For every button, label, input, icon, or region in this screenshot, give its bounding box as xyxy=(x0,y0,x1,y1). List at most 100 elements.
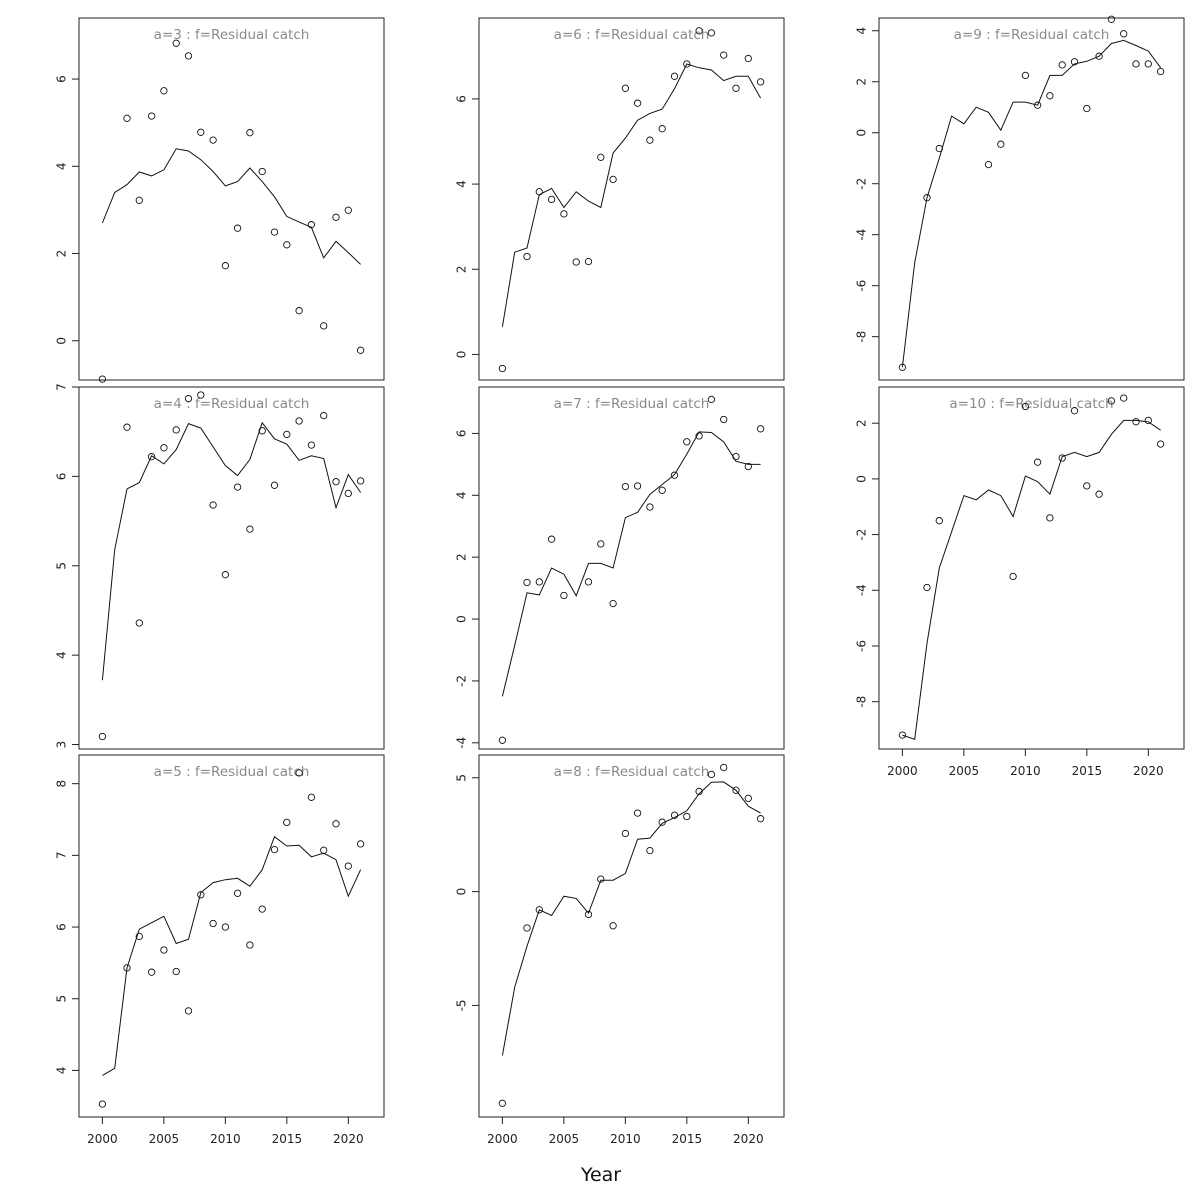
data-point xyxy=(609,175,617,184)
y-tick-label: 2 xyxy=(855,78,869,86)
data-point xyxy=(147,112,156,120)
data-point xyxy=(123,964,131,972)
y-tick-label: 2 xyxy=(55,250,69,258)
panel-title: a=6 : f=Residual catch xyxy=(554,27,710,43)
panel-5: a=7 : f=Residual catch -4 -2 0 2 4 6 xyxy=(455,386,785,750)
data-point xyxy=(597,875,605,883)
data-point xyxy=(498,736,507,744)
data-point xyxy=(295,417,303,425)
data-point xyxy=(756,78,765,86)
plot-frame xyxy=(878,17,1185,381)
data-point xyxy=(283,430,291,439)
y-tick-label: -8 xyxy=(855,696,869,708)
data-point xyxy=(935,144,943,153)
data-point xyxy=(160,444,168,452)
data-point xyxy=(683,438,691,446)
data-point xyxy=(1058,61,1066,69)
y-tick-label: 0 xyxy=(455,351,469,359)
plot-frame xyxy=(478,754,785,1118)
data-point xyxy=(670,471,679,479)
data-point xyxy=(172,39,180,47)
y-tick-label: 8 xyxy=(55,780,69,788)
x-tick-label: 2000 xyxy=(487,1132,518,1146)
y-tick-label: -2 xyxy=(855,178,869,190)
x-tick-label: 2000 xyxy=(87,1132,118,1146)
y-tick-label: 7 xyxy=(55,383,69,391)
data-point xyxy=(670,72,679,80)
data-point xyxy=(1009,572,1017,581)
data-point xyxy=(184,52,193,60)
data-point xyxy=(1156,440,1165,448)
x-tick-label: 2020 xyxy=(1133,764,1164,778)
data-point xyxy=(123,423,131,431)
data-point xyxy=(535,578,543,586)
data-point xyxy=(923,194,931,202)
y-tick-label: 7 xyxy=(55,852,69,860)
x-tick-label: 2005 xyxy=(949,764,980,778)
data-point xyxy=(621,829,630,838)
y-tick-label: 5 xyxy=(55,562,69,570)
y-tick-label: 3 xyxy=(55,741,69,749)
data-point xyxy=(498,364,507,373)
data-point xyxy=(898,731,907,739)
panel-title: a=5 : f=Residual catch xyxy=(154,764,310,780)
data-point xyxy=(1095,52,1103,60)
plot-frame xyxy=(78,17,385,381)
y-tick-label: 6 xyxy=(55,923,69,931)
data-point xyxy=(1033,458,1042,466)
data-point xyxy=(295,769,303,777)
y-tick-label: 6 xyxy=(55,473,69,481)
data-point xyxy=(756,815,765,823)
data-point xyxy=(1107,397,1116,405)
y-tick-label: 2 xyxy=(455,265,469,273)
data-point xyxy=(270,481,279,489)
data-point xyxy=(646,503,654,511)
panel-title: a=10 : f=Residual catch xyxy=(949,396,1113,412)
y-tick-label: 4 xyxy=(55,1067,69,1075)
data-point xyxy=(209,501,217,509)
data-point xyxy=(1144,416,1152,425)
data-point xyxy=(221,262,230,270)
data-point xyxy=(1070,58,1079,66)
fitted-line xyxy=(102,835,362,1076)
data-point xyxy=(320,846,328,854)
data-point xyxy=(621,482,630,491)
data-point xyxy=(1058,454,1066,462)
y-tick-label: 6 xyxy=(55,75,69,83)
data-point xyxy=(498,1099,507,1107)
y-tick-label: -6 xyxy=(855,280,869,292)
data-point xyxy=(295,307,303,315)
data-point xyxy=(221,923,230,931)
y-tick-label: 0 xyxy=(55,337,69,345)
y-tick-label: -5 xyxy=(455,999,469,1011)
x-tick-label: 2020 xyxy=(733,1132,764,1146)
x-tick-label: 2005 xyxy=(149,1132,180,1146)
data-point xyxy=(270,228,279,236)
y-tick-label: 0 xyxy=(455,888,469,896)
data-point xyxy=(1046,514,1054,522)
data-point xyxy=(523,578,531,587)
y-tick-label: -6 xyxy=(855,640,869,652)
x-tick-label: 2015 xyxy=(1072,764,1103,778)
y-tick-label: 6 xyxy=(455,95,469,103)
x-tick-label: 2010 xyxy=(210,1132,241,1146)
data-point xyxy=(744,54,752,63)
data-point xyxy=(209,919,217,928)
x-tick-label: 2015 xyxy=(272,1132,303,1146)
data-point xyxy=(307,441,316,449)
data-point xyxy=(197,391,205,399)
data-point xyxy=(560,591,568,600)
data-point xyxy=(160,87,168,95)
data-point xyxy=(307,793,316,801)
data-point xyxy=(984,160,993,169)
data-point xyxy=(597,153,605,161)
panel-title: a=3 : f=Residual catch xyxy=(154,27,310,43)
data-point xyxy=(720,415,728,424)
data-point xyxy=(633,809,642,817)
data-point xyxy=(523,924,531,932)
data-point xyxy=(147,968,156,976)
data-point xyxy=(621,84,630,92)
data-point xyxy=(221,571,230,579)
data-point xyxy=(658,125,666,133)
plot-frame xyxy=(478,386,785,750)
